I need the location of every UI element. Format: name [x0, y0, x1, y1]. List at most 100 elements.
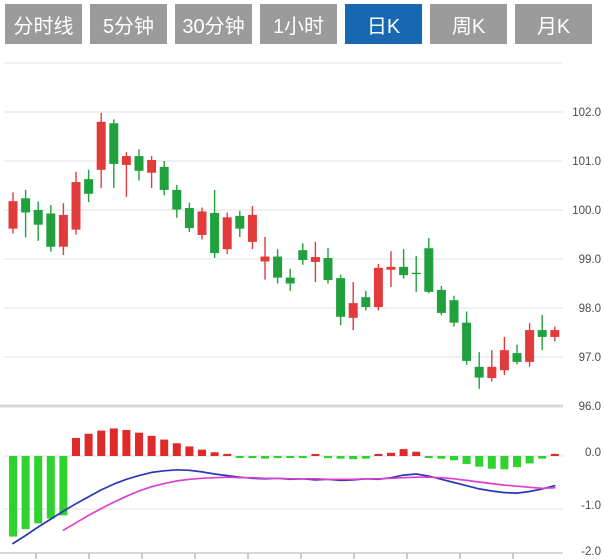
- candle-body-down: [323, 258, 333, 281]
- candle-body-up: [386, 266, 396, 270]
- candle-body-down: [336, 278, 346, 317]
- tab-monthly-k[interactable]: 月K: [515, 4, 592, 44]
- macd-bar-up: [109, 428, 118, 456]
- candle-body-down: [33, 210, 43, 225]
- macd-bar-down: [336, 456, 345, 459]
- candle-body-up: [373, 267, 383, 308]
- candle-body-down: [436, 289, 446, 313]
- macd-dea-line: [62, 476, 556, 532]
- tab-label: 5分钟: [102, 15, 155, 38]
- macd-bar-up: [550, 453, 559, 456]
- candle-body-up: [58, 214, 68, 247]
- candle-body-up: [147, 160, 157, 173]
- macd-bar-up: [185, 446, 194, 456]
- tab-label: 30分钟: [182, 15, 245, 38]
- period-tab-bar: 分时线 5分钟 30分钟 1小时 日K 周K 月K: [5, 4, 592, 44]
- candle-body-up: [260, 256, 270, 262]
- candle-body-down: [109, 123, 119, 164]
- tab-label: 周K: [451, 15, 486, 38]
- candle-body-up: [499, 350, 509, 371]
- price-axis-label: 99.0: [579, 254, 601, 266]
- tab-timeline[interactable]: 分时线: [5, 4, 82, 44]
- macd-bar-down: [9, 456, 17, 537]
- macd-bar-down: [34, 456, 43, 524]
- candle-body-down: [210, 212, 220, 254]
- tab-label: 1小时: [272, 15, 325, 38]
- macd-bar-down: [248, 456, 257, 459]
- candle-body-down: [449, 300, 459, 323]
- macd-bar-up: [172, 443, 181, 456]
- macd-bar-down: [538, 456, 547, 459]
- candle-body-down: [159, 166, 169, 190]
- candle-body-up: [525, 330, 535, 362]
- tab-30min[interactable]: 30分钟: [175, 4, 252, 44]
- macd-bar-up: [399, 449, 408, 456]
- macd-bar-down: [462, 456, 471, 464]
- price-axis-label: 100.0: [572, 205, 601, 217]
- macd-bar-down: [487, 456, 496, 469]
- candle-body-down: [172, 189, 182, 210]
- candle-body-up: [310, 257, 320, 262]
- candle-body-down: [537, 330, 547, 337]
- macd-bar-down: [59, 456, 68, 516]
- macd-bar-up: [72, 437, 80, 456]
- candle-body-up: [121, 156, 131, 165]
- macd-bar-up: [160, 439, 169, 456]
- price-axis-label: 102.0: [572, 107, 601, 119]
- candle-body-up: [348, 303, 358, 318]
- macd-bar-up: [135, 432, 143, 456]
- candle-body-down: [21, 198, 31, 213]
- price-axis-label: 98.0: [579, 303, 601, 315]
- macd-bar-down: [286, 456, 295, 458]
- candle-body-up: [247, 214, 257, 242]
- macd-bar-up: [412, 451, 421, 456]
- macd-bar-up: [210, 452, 219, 456]
- macd-bar-down: [361, 456, 370, 459]
- candle-body-down: [285, 277, 295, 284]
- macd-bar-down: [21, 456, 30, 530]
- candle-body-up: [487, 366, 497, 379]
- tab-1hour[interactable]: 1小时: [260, 4, 337, 44]
- macd-bar-down: [273, 456, 282, 459]
- macd-bar-up: [374, 454, 383, 456]
- macd-bar-down: [46, 456, 55, 519]
- macd-bar-down: [349, 456, 358, 460]
- tab-5min[interactable]: 5分钟: [90, 4, 167, 44]
- macd-bar-down: [475, 456, 484, 467]
- tab-weekly-k[interactable]: 周K: [430, 4, 507, 44]
- candle-body-down: [411, 272, 421, 275]
- candle-body-up: [8, 201, 18, 229]
- candle-body-up: [71, 182, 81, 230]
- macd-bar-down: [424, 456, 433, 458]
- macd-bar-down: [450, 456, 458, 461]
- candle-body-down: [46, 213, 56, 247]
- candle-body-down: [298, 250, 308, 260]
- candle-body-up: [197, 211, 207, 235]
- macd-bar-up: [147, 435, 156, 456]
- candle-body-up: [222, 217, 232, 250]
- macd-bar-up: [223, 453, 232, 456]
- macd-bar-up: [97, 430, 106, 456]
- candle-body-down: [512, 353, 522, 362]
- candle-body-down: [134, 156, 144, 171]
- macd-axis-label: -1.0: [581, 500, 601, 512]
- candle-body-down: [235, 215, 245, 229]
- macd-axis-label: 0.0: [585, 447, 601, 459]
- candle-body-up: [550, 330, 560, 337]
- macd-bar-down: [513, 456, 521, 468]
- macd-bar-down: [324, 456, 332, 459]
- candle-body-down: [361, 297, 371, 308]
- candle-body-down: [399, 266, 409, 276]
- price-axis-label: 96.0: [579, 401, 601, 413]
- candle-body-down: [474, 366, 484, 378]
- price-axis-label: 97.0: [579, 352, 601, 364]
- candle-body-up: [96, 121, 106, 170]
- macd-bar-down: [235, 456, 244, 458]
- candle-body-down: [273, 256, 283, 278]
- tab-daily-k[interactable]: 日K: [345, 4, 422, 44]
- tab-label: 分时线: [13, 15, 74, 38]
- macd-bar-down: [525, 456, 534, 464]
- macd-bar-up: [198, 449, 206, 456]
- tab-label: 月K: [536, 15, 571, 38]
